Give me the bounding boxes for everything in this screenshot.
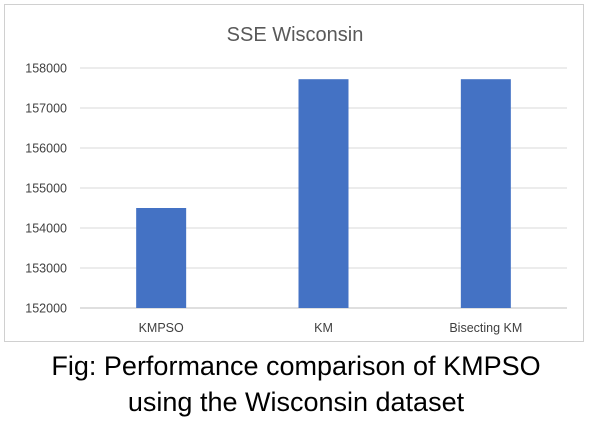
bars (136, 79, 511, 308)
bar-bisecting-km (460, 79, 511, 308)
y-tick-label: 152000 (25, 302, 67, 316)
figure-caption: Fig: Performance comparison of KMPSO usi… (0, 348, 592, 420)
x-category-label: KM (314, 321, 333, 335)
x-category-label: Bisecting KM (449, 321, 522, 335)
y-tick-label: 158000 (25, 62, 67, 76)
y-tick-label: 157000 (25, 102, 67, 116)
y-tick-label: 155000 (25, 182, 67, 196)
chart-title: SSE Wisconsin (227, 24, 364, 46)
caption-line-1: Fig: Performance comparison of KMPSO (51, 351, 541, 381)
bar-chart: SSE Wisconsin 15200015300015400015500015… (25, 24, 567, 335)
x-axis-category-labels: KMPSO KM Bisecting KM (139, 321, 523, 335)
bar-kmpso (136, 208, 187, 308)
x-category-label: KMPSO (139, 321, 184, 335)
y-axis-tick-labels: 152000 153000 154000 155000 156000 157000 1580… (25, 62, 67, 316)
y-tick-label: 156000 (25, 142, 67, 156)
bar-km (298, 79, 349, 308)
y-tick-label: 154000 (25, 222, 67, 236)
chart-area: SSE Wisconsin 152000 153000 154000 155000 15… (4, 4, 584, 342)
y-tick-label: 153000 (25, 262, 67, 276)
caption-line-2: using the Wisconsin dataset (127, 387, 465, 417)
